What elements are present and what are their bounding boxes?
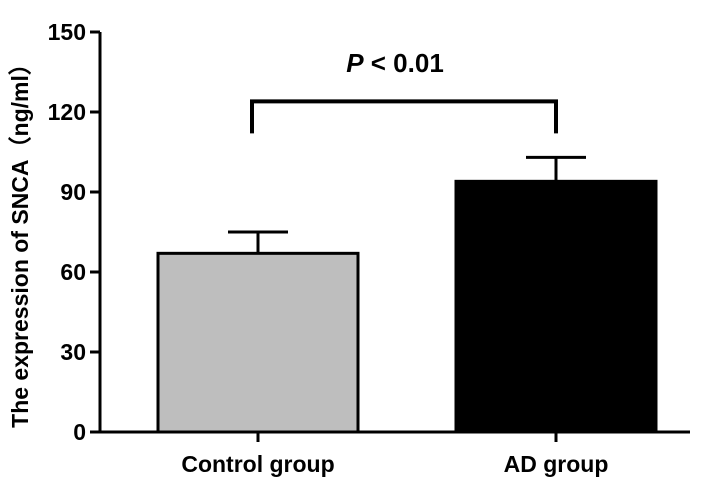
y-axis: 0 30 60 90 120 150: [48, 19, 102, 445]
y-tick-label: 30: [60, 339, 86, 365]
y-tick-label: 0: [73, 419, 86, 445]
y-tick-label: 60: [60, 259, 86, 285]
p-symbol: P: [346, 48, 364, 78]
x-tick-label: AD group: [504, 451, 609, 477]
error-bars: [228, 155, 586, 254]
p-threshold: < 0.01: [364, 48, 444, 78]
significance-annotation: P < 0.01: [346, 48, 444, 78]
significance-bracket: [250, 99, 558, 134]
y-axis-label: The expression of SNCA（ng/ml）: [7, 52, 33, 428]
y-tick-label: 150: [48, 19, 86, 45]
x-axis: Control group AD group: [100, 430, 690, 477]
bar: [454, 179, 658, 434]
bars: [156, 179, 658, 434]
y-tick-label: 120: [48, 99, 86, 125]
x-tick-label: Control group: [181, 451, 334, 477]
y-tick-label: 90: [60, 179, 86, 205]
bracket-line: [250, 99, 558, 134]
bar: [156, 251, 360, 434]
